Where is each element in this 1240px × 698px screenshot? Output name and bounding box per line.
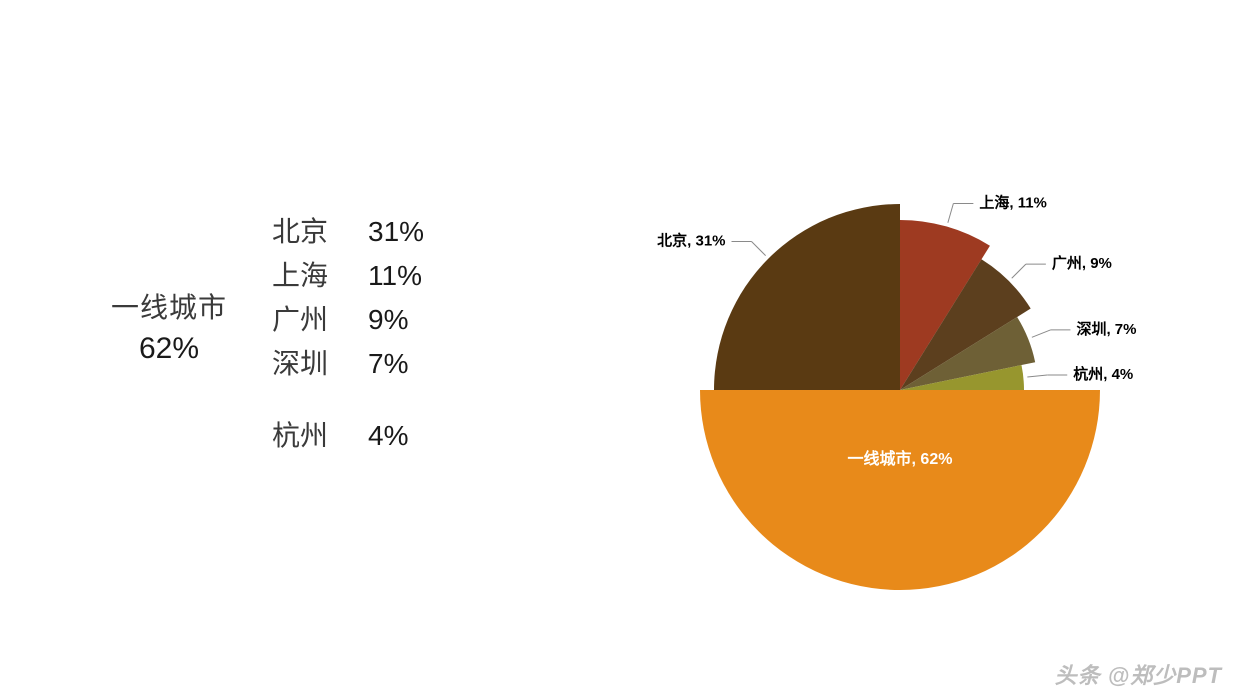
city-percent: 7% <box>368 348 468 380</box>
city-percent: 31% <box>368 216 468 248</box>
data-table: 一线城市 62% 北京 31% 上海 11% 广州 9% 深圳 7% 杭州 4% <box>84 210 524 458</box>
summary-label: 一线城市 <box>84 286 254 326</box>
table-row: 杭州 4% <box>272 414 468 458</box>
city-name: 北京 <box>272 210 368 250</box>
pie-label: 深圳, 7% <box>1076 320 1136 338</box>
watermark: 头条 @郑少PPT <box>1055 658 1222 690</box>
pie-label: 杭州, 4% <box>1073 365 1133 383</box>
city-name: 广州 <box>272 298 368 338</box>
pie-slice-北京 <box>714 204 900 390</box>
table-row: 深圳 7% <box>272 342 468 386</box>
city-rows: 北京 31% 上海 11% 广州 9% 深圳 7% 杭州 4% <box>272 210 468 458</box>
summary-column: 一线城市 62% <box>84 210 254 366</box>
pie-chart: 一线城市, 62% 北京, 31% 上海, 11% 广州, 9% 深圳, 7% 杭州, 4… <box>640 130 1160 650</box>
city-name: 深圳 <box>272 342 368 382</box>
table-row: 广州 9% <box>272 298 468 342</box>
city-name: 杭州 <box>272 414 368 454</box>
city-percent: 11% <box>368 260 468 292</box>
leader-line <box>1027 375 1047 377</box>
city-percent: 4% <box>368 420 468 452</box>
leader-line <box>1012 264 1026 278</box>
leader-line <box>1032 330 1051 337</box>
pie-svg: 一线城市, 62% 北京, 31% 上海, 11% 广州, 9% 深圳, 7% 杭州, 4… <box>640 130 1160 650</box>
table-row: 上海 11% <box>272 254 468 298</box>
summary-percent: 62% <box>84 332 254 366</box>
leader-line <box>948 203 954 222</box>
city-percent: 9% <box>368 304 468 336</box>
leader-line <box>752 242 766 256</box>
city-name: 上海 <box>272 254 368 294</box>
pie-slice-一线城市 <box>700 390 1100 590</box>
pie-label: 上海, 11% <box>979 193 1047 211</box>
table-row: 北京 31% <box>272 210 468 254</box>
pie-label: 一线城市, 62% <box>848 449 953 468</box>
pie-label: 北京, 31% <box>657 231 725 249</box>
slide-stage: 一线城市 62% 北京 31% 上海 11% 广州 9% 深圳 7% 杭州 4% <box>0 0 1240 698</box>
pie-label: 广州, 9% <box>1052 254 1112 272</box>
